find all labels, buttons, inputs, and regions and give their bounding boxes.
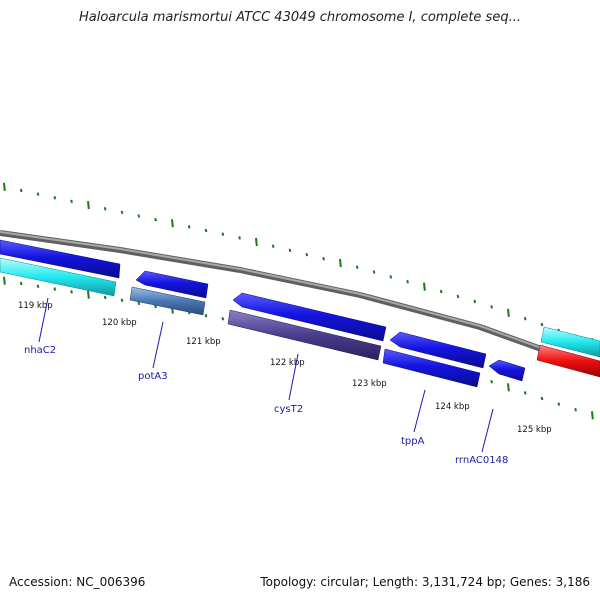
- tick-label-120: 120 kbp: [102, 318, 137, 328]
- outer-ruler-tick: [70, 199, 73, 204]
- inner-ruler-tick: [523, 391, 527, 395]
- inner-ruler-tick: [137, 301, 141, 306]
- outer-ruler-tick: [271, 244, 275, 248]
- leader-nhaC2: [38, 297, 49, 343]
- outer-ruler-tick: [204, 228, 208, 233]
- inner-ruler-tick: [70, 290, 73, 294]
- inner-ruler-tick: [540, 396, 544, 401]
- gene-label-nhaC2[interactable]: nhaC2: [24, 345, 56, 356]
- outer-ruler-tick: [187, 225, 191, 229]
- gene-reverse-blue[interactable]: [382, 348, 481, 388]
- inner-ruler-tick: [221, 317, 225, 321]
- gene-reverse-purple[interactable]: [227, 309, 382, 361]
- gene-forward-rrnAC0148[interactable]: [488, 359, 526, 382]
- outer-ruler-tick: [288, 248, 292, 253]
- tick-label-125: 125 kbp: [517, 425, 552, 435]
- tick-label-121: 121 kbp: [186, 337, 221, 347]
- outer-ruler-tick: [53, 196, 57, 200]
- outer-ruler-tick: [3, 182, 6, 191]
- inner-ruler-tick: [53, 287, 57, 291]
- tick-label-123: 123 kbp: [352, 379, 387, 389]
- outer-ruler-tick: [120, 210, 124, 215]
- outer-ruler-tick: [389, 275, 393, 279]
- outer-ruler-tick: [523, 316, 527, 321]
- gene-forward-potA3[interactable]: [135, 270, 209, 299]
- outer-ruler-tick: [473, 299, 477, 304]
- outer-ruler-tick: [439, 289, 443, 294]
- outer-ruler-tick: [372, 270, 376, 274]
- outer-ruler-tick: [540, 322, 544, 327]
- gene-reverse-cyan-left[interactable]: [0, 257, 117, 297]
- leader-potA3: [152, 321, 164, 369]
- leader-cysT2: [288, 353, 299, 401]
- outer-ruler-tick: [322, 257, 325, 261]
- outer-ruler-tick: [137, 214, 141, 218]
- outer-ruler-tick: [171, 219, 174, 228]
- map-title: Haloarcula marismortui ATCC 43049 chromo…: [79, 10, 521, 25]
- outer-ruler-tick: [339, 258, 342, 268]
- inner-ruler-tick: [36, 284, 40, 289]
- gene-forward-cysT2[interactable]: [232, 292, 387, 342]
- inner-ruler-tick: [507, 383, 510, 392]
- leader-tppA: [413, 389, 426, 433]
- inner-ruler-tick: [19, 281, 23, 286]
- gene-forward-cyan-right[interactable]: [540, 326, 600, 358]
- gene-label-rrnAC0148[interactable]: rrnAC0148: [455, 455, 508, 466]
- outer-ruler-tick: [490, 305, 493, 309]
- inner-ruler-tick: [120, 298, 124, 303]
- tick-label-124: 124 kbp: [435, 402, 470, 412]
- gene-forward-tppA[interactable]: [389, 331, 487, 369]
- inner-ruler-tick: [3, 276, 6, 285]
- gene-reverse-steelblue[interactable]: [129, 286, 206, 316]
- outer-ruler-tick: [154, 217, 157, 222]
- chromosome-backbone: [0, 230, 600, 373]
- inner-ruler-tick: [574, 407, 577, 412]
- accession-text: Accession: NC_006396: [9, 575, 146, 589]
- outer-ruler-tick: [238, 236, 241, 240]
- gene-forward-1[interactable]: [0, 239, 121, 279]
- tick-label-122: 122 kbp: [270, 358, 305, 368]
- outer-ruler-tick: [103, 206, 107, 211]
- inner-ruler-tick: [490, 379, 493, 384]
- inner-ruler-tick: [204, 313, 208, 318]
- outer-ruler-tick: [406, 280, 409, 284]
- inner-ruler-tick: [591, 411, 594, 420]
- gene-label-potA3[interactable]: potA3: [138, 371, 168, 382]
- outer-ruler-tick: [87, 200, 90, 210]
- genome-summary: Topology: circular; Length: 3,131,724 bp…: [260, 575, 590, 589]
- inner-ruler-tick: [557, 402, 561, 406]
- outer-ruler-tick: [36, 192, 40, 196]
- ruler-ring: [3, 182, 594, 347]
- gene-label-tppA[interactable]: tppA: [401, 436, 425, 447]
- outer-ruler-tick: [456, 294, 460, 299]
- outer-ruler-tick: [355, 265, 359, 269]
- gene-reverse-red[interactable]: [536, 344, 600, 378]
- inner-ruler-tick: [87, 290, 90, 299]
- leader-rrnAC0148: [481, 408, 494, 453]
- outer-ruler-tick: [507, 308, 510, 317]
- inner-ruler-tick: [103, 295, 107, 300]
- outer-ruler-tick: [19, 188, 23, 193]
- outer-ruler-tick: [305, 252, 309, 257]
- inner-ruler: [3, 276, 594, 420]
- outer-ruler-tick: [255, 237, 258, 247]
- outer-ruler-tick: [221, 232, 225, 236]
- gene-label-cysT2[interactable]: cysT2: [274, 404, 303, 415]
- tick-label-119: 119 kbp: [18, 301, 53, 311]
- outer-ruler-tick: [423, 282, 426, 291]
